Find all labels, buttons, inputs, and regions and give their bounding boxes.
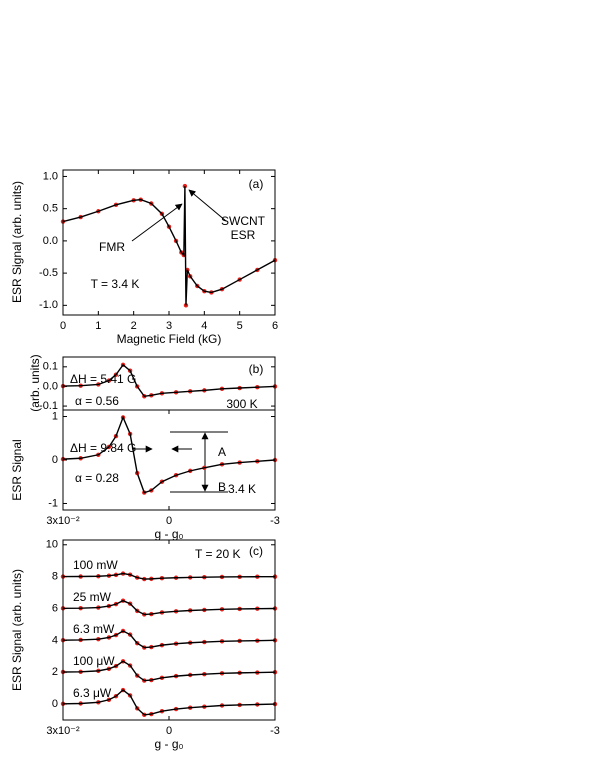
- y-axis-label: ESR Signal: [10, 439, 24, 500]
- y-tick-label: 4: [52, 634, 58, 646]
- x-axis-label: g - g₀: [155, 737, 184, 751]
- x-tick-label: 0: [166, 725, 172, 737]
- x-tick-label: 6: [272, 320, 278, 332]
- x-tick-label: 2: [131, 320, 137, 332]
- annotation: 100 μW: [73, 654, 115, 668]
- annotation: ΔH = 9.84 G: [70, 441, 136, 455]
- annotation: α = 0.28: [75, 471, 119, 485]
- annotation: ΔH = 5.41 G: [70, 372, 136, 386]
- annotation: 300 K: [226, 397, 257, 411]
- plot-frame: [62, 539, 276, 721]
- y-tick-label: 0.5: [43, 203, 58, 215]
- y-tick-label: -0.1: [39, 400, 58, 412]
- y-tick-label: 0: [52, 698, 58, 710]
- y-axis-label: ESR Signal (arb. units): [10, 181, 24, 303]
- annotation: (b): [249, 362, 264, 376]
- annotation: SWCNT: [221, 214, 266, 228]
- x-tick-label: 0: [60, 320, 66, 332]
- fit-line: [62, 572, 276, 580]
- annotation: T = 3.4 K: [91, 277, 140, 291]
- x-tick-label: 3: [166, 320, 172, 332]
- annotation: FMR: [99, 240, 125, 254]
- y-tick-label: 0.0: [43, 380, 58, 392]
- x-axis-label: g - g₀: [155, 527, 184, 541]
- annotation: (c): [249, 544, 263, 558]
- fit-line: [62, 599, 276, 616]
- fit-line: [62, 630, 276, 649]
- x-tick-label: -3: [270, 725, 280, 737]
- x-axis-label: Magnetic Field (kG): [117, 332, 222, 346]
- annotation: B: [218, 480, 226, 494]
- annotation: ESR: [231, 228, 256, 242]
- y-tick-label: 0.0: [43, 235, 58, 247]
- x-tick-label: -3: [270, 515, 280, 527]
- y-axis-label: ESR Signal (arb. units): [10, 569, 24, 691]
- x-tick-label: 3x10⁻²: [46, 725, 80, 737]
- y-tick-label: 10: [46, 539, 58, 551]
- annotation: 100 mW: [73, 558, 118, 572]
- x-tick-label: 3x10⁻²: [46, 515, 80, 527]
- annotation: (a): [249, 177, 264, 191]
- y-tick-label: -0.5: [39, 267, 58, 279]
- x-tick-label: 5: [237, 320, 243, 332]
- plot-frame: [62, 409, 276, 511]
- annotation: 6.3 μW: [73, 686, 112, 700]
- y-tick-label: 0.1: [43, 361, 58, 373]
- y-tick-label: 8: [52, 571, 58, 583]
- y-tick-label: 1: [52, 410, 58, 422]
- y-tick-label: -1: [48, 497, 58, 509]
- annotation: α = 0.56: [75, 394, 119, 408]
- fit-line: [62, 363, 276, 398]
- fit-line: [62, 186, 276, 306]
- annotation: 6.3 mW: [73, 622, 115, 636]
- plot-frame: [62, 169, 276, 316]
- annotation: 25 mW: [73, 590, 112, 604]
- fit-line: [62, 689, 276, 716]
- y-axis-label: (arb. units): [28, 354, 42, 411]
- annotation: T = 20 K: [195, 547, 240, 561]
- fit-line: [62, 415, 276, 494]
- y-tick-label: 0: [52, 454, 58, 466]
- annotation: 3.4 K: [228, 482, 256, 496]
- y-tick-label: 1.0: [43, 170, 58, 182]
- annotation: A: [218, 445, 226, 459]
- x-tick-label: 0: [166, 515, 172, 527]
- y-tick-label: -1.0: [39, 299, 58, 311]
- x-tick-label: 4: [201, 320, 207, 332]
- fit-line: [62, 660, 276, 682]
- y-tick-label: 2: [52, 666, 58, 678]
- x-tick-label: 1: [95, 320, 101, 332]
- y-tick-label: 6: [52, 602, 58, 614]
